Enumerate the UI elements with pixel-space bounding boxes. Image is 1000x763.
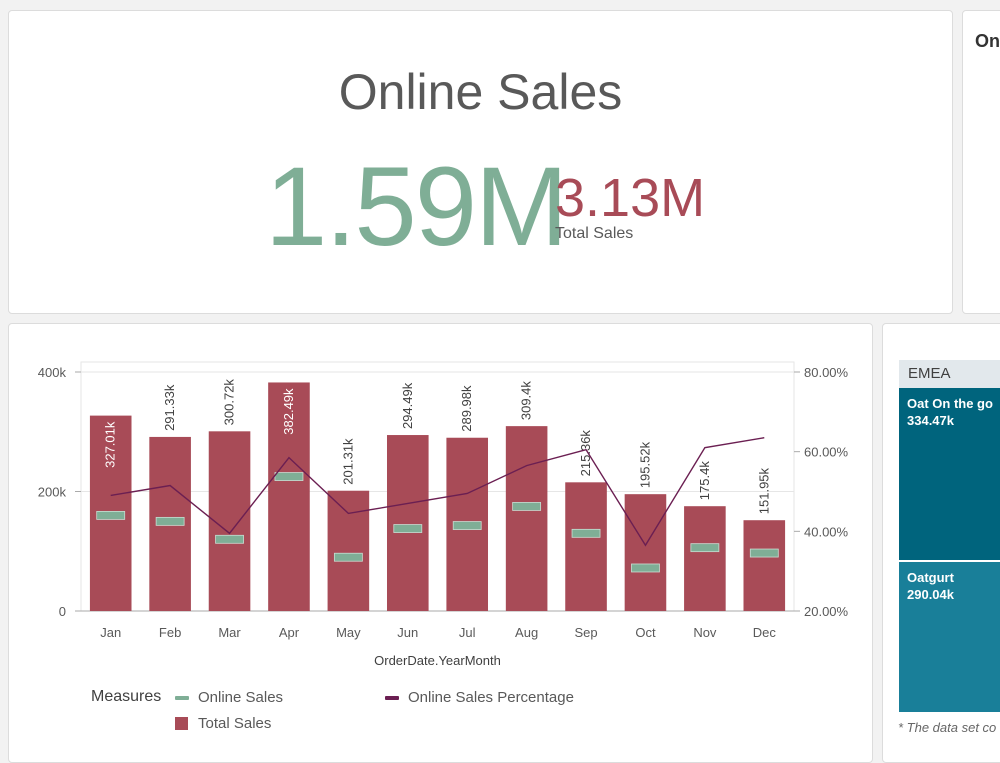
y-tick-label: 200k: [38, 485, 67, 500]
bar-total-sales[interactable]: [327, 490, 370, 611]
right-kpi-card[interactable]: On: [962, 10, 1000, 314]
bar-total-sales[interactable]: [624, 494, 667, 611]
bar-data-label: 151.95k: [756, 467, 771, 514]
treemap-header: EMEA: [899, 360, 1000, 388]
x-tick-label: May: [336, 625, 361, 640]
online-sales-percentage-swatch: [385, 695, 399, 700]
bar-total-sales[interactable]: [208, 431, 251, 611]
y2-tick-label: 20.00%: [804, 604, 849, 619]
kpi-title: Online Sales: [338, 64, 623, 120]
legend-online-sales-label: Online Sales: [198, 689, 284, 706]
x-tick-label: Jun: [397, 625, 418, 640]
marker-online-sales[interactable]: [512, 502, 542, 511]
kpi-secondary-label: Total Sales: [555, 225, 634, 242]
y-tick-label: 0: [59, 604, 66, 619]
bar-total-sales[interactable]: [684, 506, 726, 611]
bar-data-label: 300.72k: [222, 379, 237, 426]
x-tick-label: Feb: [159, 625, 181, 640]
x-tick-label: Jan: [100, 625, 121, 640]
y2-tick-label: 60.00%: [804, 445, 849, 460]
bar-data-label: 289.98k: [459, 385, 474, 432]
treemap-cell-label: Oatgurt: [907, 570, 954, 585]
marker-online-sales[interactable]: [155, 516, 185, 526]
x-tick-label: Mar: [218, 625, 241, 640]
bar-data-label: 382.49k: [281, 388, 296, 435]
combo-chart-card[interactable]: 0 200k 400k 20.00% 40.00% 60.00% 80.00% 327.01k…: [8, 323, 873, 763]
x-tick-label: Sep: [574, 625, 597, 640]
treemap-cell[interactable]: Oatgurt 290.04k: [899, 562, 1000, 712]
legend-item-online-sales[interactable]: Online Sales: [175, 689, 283, 706]
x-tick-label: Apr: [279, 625, 300, 640]
total-sales-swatch: [175, 717, 188, 730]
marker-online-sales[interactable]: [96, 510, 126, 520]
line-online-sales-percentage[interactable]: [110, 437, 765, 547]
bar-total-sales[interactable]: [386, 435, 429, 611]
marker-online-sales[interactable]: [393, 524, 423, 533]
bar-data-label: 309.4k: [519, 381, 534, 421]
bar-total-sales[interactable]: [743, 520, 786, 611]
bar-total-sales[interactable]: [565, 482, 607, 611]
marker-online-sales[interactable]: [571, 528, 601, 538]
marker-online-sales[interactable]: [749, 548, 779, 558]
bar-data-label: 291.33k: [162, 384, 177, 431]
kpi-main-value: 1.59M: [265, 144, 568, 269]
treemap-cell[interactable]: Oat On the go 334.47k: [899, 388, 1000, 560]
marker-online-sales[interactable]: [215, 534, 244, 544]
combo-chart[interactable]: 0 200k 400k 20.00% 40.00% 60.00% 80.00% 327.01k…: [9, 324, 873, 763]
y2-tick-label: 80.00%: [804, 365, 849, 380]
treemap-cell-value: 334.47k: [907, 413, 954, 428]
treemap-cell-label: Oat On the go: [907, 396, 993, 411]
kpi-secondary-value: 3.13M: [555, 168, 706, 228]
y2-tick-label: 40.00%: [804, 524, 849, 539]
legend-item-online-sales-percentage[interactable]: Online Sales Percentage: [385, 689, 574, 706]
x-tick-label: Oct: [635, 625, 656, 640]
bar-data-label: 195.52k: [637, 441, 652, 488]
treemap-card[interactable]: EMEA Oat On the go 334.47k Oatgurt 290.0…: [882, 323, 1000, 763]
online-sales-swatch: [175, 695, 189, 700]
bar-data-label: 294.49k: [400, 382, 415, 429]
bar-data-label: 327.01k: [103, 421, 118, 468]
bar-total-sales[interactable]: [268, 382, 310, 611]
marker-online-sales[interactable]: [333, 552, 363, 562]
x-axis-title: OrderDate.YearMonth: [374, 653, 501, 668]
treemap-cell-value: 290.04k: [907, 587, 954, 602]
right-card-title: On: [975, 31, 1000, 51]
x-tick-label: Dec: [753, 625, 777, 640]
legend-online-sales-percentage-label: Online Sales Percentage: [408, 689, 574, 706]
x-tick-label: Nov: [693, 625, 717, 640]
x-tick-label: Aug: [515, 625, 538, 640]
treemap-footnote: * The data set co: [898, 720, 997, 735]
bar-data-label: 215.36k: [578, 430, 593, 477]
legend-total-sales-label: Total Sales: [198, 715, 272, 732]
bar-total-sales[interactable]: [505, 426, 548, 611]
marker-online-sales[interactable]: [274, 472, 304, 481]
legend-item-total-sales[interactable]: Total Sales: [175, 715, 271, 732]
y-tick-label: 400k: [38, 365, 67, 380]
marker-online-sales[interactable]: [452, 521, 482, 530]
legend-title: Measures: [91, 688, 162, 705]
x-tick-label: Jul: [459, 625, 476, 640]
bar-data-label: 201.31k: [340, 438, 355, 485]
bar-data-label: 175.4k: [697, 461, 712, 501]
marker-online-sales[interactable]: [690, 543, 720, 553]
kpi-card[interactable]: Online Sales 1.59M 3.13M Total Sales: [8, 10, 953, 314]
marker-online-sales[interactable]: [631, 563, 660, 573]
